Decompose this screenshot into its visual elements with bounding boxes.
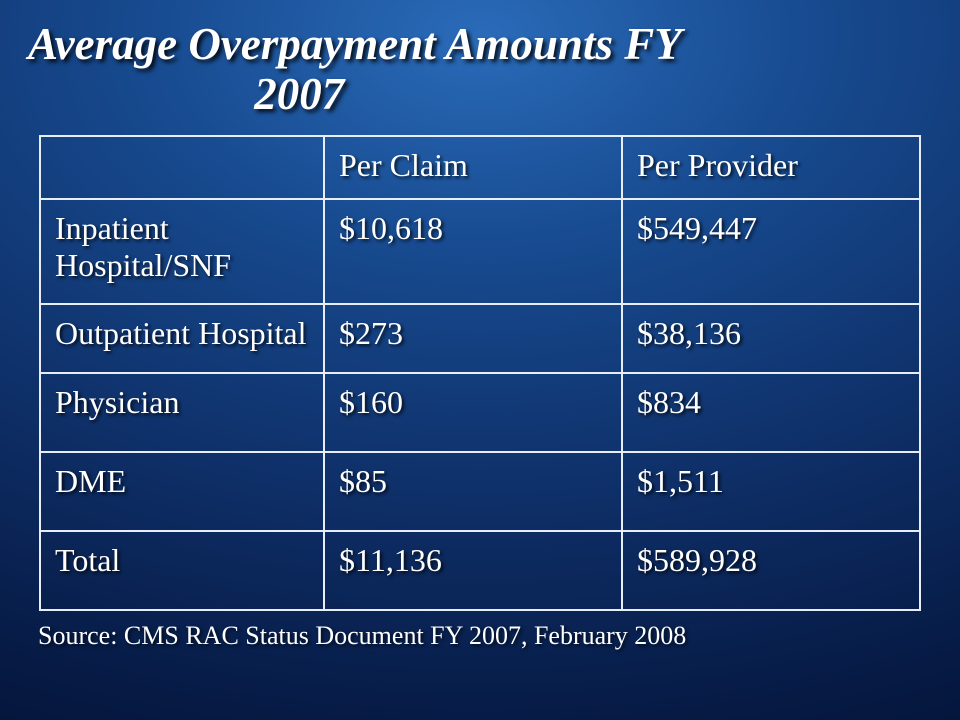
table-row: Outpatient Hospital $273 $38,136 [40,304,920,373]
row-label: Outpatient Hospital [40,304,324,373]
row-label: Total [40,531,324,610]
row-per-provider: $834 [622,373,920,452]
table-header-row: Per Claim Per Provider [40,136,920,199]
row-per-claim: $273 [324,304,622,373]
row-per-claim: $85 [324,452,622,531]
row-label: Inpatient Hospital/SNF [40,199,324,305]
row-per-claim: $11,136 [324,531,622,610]
title-line-2: 2007 [28,70,570,120]
title-line-1: Average Overpayment Amounts FY [28,19,682,69]
row-label: Physician [40,373,324,452]
table-row: DME $85 $1,511 [40,452,920,531]
header-per-provider: Per Provider [622,136,920,199]
table-row: Physician $160 $834 [40,373,920,452]
overpayment-table: Per Claim Per Provider Inpatient Hospita… [39,135,921,611]
header-per-claim: Per Claim [324,136,622,199]
row-per-provider: $1,511 [622,452,920,531]
row-label: DME [40,452,324,531]
header-blank [40,136,324,199]
table-row: Inpatient Hospital/SNF $10,618 $549,447 [40,199,920,305]
row-per-provider: $549,447 [622,199,920,305]
row-per-claim: $10,618 [324,199,622,305]
table-row: Total $11,136 $589,928 [40,531,920,610]
row-per-provider: $589,928 [622,531,920,610]
slide-title: Average Overpayment Amounts FY 2007 [28,20,932,119]
row-per-provider: $38,136 [622,304,920,373]
row-per-claim: $160 [324,373,622,452]
source-citation: Source: CMS RAC Status Document FY 2007,… [28,621,932,651]
